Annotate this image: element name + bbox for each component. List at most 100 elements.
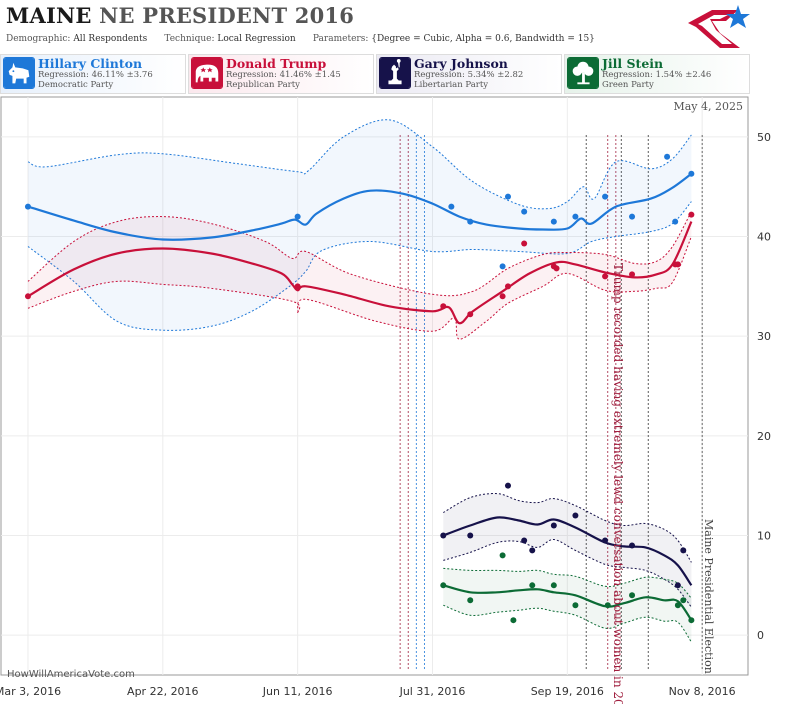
axes: 0 10 20 30 40 50 Mar 3, 2016 Apr 22, 2016 Jun 11… [0,131,771,698]
title-race: NE PRESIDENT 2016 [99,3,355,28]
tree-icon [567,57,599,89]
poll-point-hillary-clinton [24,203,31,210]
legend-name: Jill Stein [602,56,664,71]
poll-point-hillary-clinton [688,170,695,177]
upper-bound-donald-trump [27,211,692,297]
x-tick-label: Jul 31, 2016 [399,685,466,698]
poll-point-donald-trump [467,311,474,318]
legend-regression: Regression: 46.11% ±3.76 [38,70,153,80]
poll-point-hillary-clinton [550,218,557,225]
poll-points [24,153,695,624]
legend-party: Democratic Party [38,80,114,90]
poll-point-gary-johnson [572,512,579,519]
poll-point-jill-stein [604,602,611,609]
legend-regression: Regression: 41.46% ±1.45 [226,70,341,80]
event-lines [399,135,703,671]
y-tick-label: 10 [757,529,771,542]
poll-point-donald-trump [24,293,31,300]
poll-point-hillary-clinton [467,218,474,225]
elephant-icon [191,57,223,89]
legend-name: Hillary Clinton [38,56,143,71]
chart-title: MAINE NE PRESIDENT 2016 [6,3,354,28]
poll-point-jill-stein [467,597,474,604]
poll-point-donald-trump [499,293,506,300]
poll-point-jill-stein [680,597,687,604]
confidence-bands [27,119,692,643]
poll-point-gary-johnson [602,537,609,544]
parameters-line: Demographic: All Respondents Technique: … [6,34,595,44]
poll-point-hillary-clinton [672,218,679,225]
confidence-band-gary-johnson [443,493,692,608]
regression-lines [27,172,693,621]
parameters-label: Parameters: [312,34,369,44]
y-tick-label: 50 [757,131,771,144]
poll-point-gary-johnson [521,537,528,544]
poll-point-gary-johnson [504,482,511,489]
poll-point-hillary-clinton [294,213,301,220]
poll-point-donald-trump [553,265,560,272]
poll-point-gary-johnson [440,532,447,539]
legend-card-stein: Jill Stein Regression: 1.54% ±2.46 Green… [564,54,750,94]
poll-point-jill-stein [629,592,636,599]
poll-point-donald-trump [629,271,636,278]
poll-point-gary-johnson [550,522,557,529]
poll-point-hillary-clinton [521,208,528,215]
y-tick-label: 30 [757,330,771,343]
poll-point-hillary-clinton [602,193,609,200]
poll-point-jill-stein [529,582,536,589]
technique-label: Technique: [164,34,215,44]
plot-frame [0,96,749,676]
legend-name: Donald Trump [226,56,327,71]
poll-point-donald-trump [440,303,447,310]
watermark: HowWillAmericaVote.com [7,669,135,680]
annotations: Trump recorded having extremely lewd con… [611,100,743,704]
poll-point-hillary-clinton [448,203,455,210]
poll-point-donald-trump [688,211,695,218]
confidence-band-jill-stein [443,568,692,643]
poll-point-jill-stein [550,582,557,589]
poll-point-hillary-clinton [504,193,511,200]
legend-name: Gary Johnson [414,56,508,71]
poll-point-jill-stein [572,602,579,609]
y-tick-label: 0 [757,629,764,642]
confidence-band-donald-trump [28,211,692,340]
confidence-band-hillary-clinton [28,119,692,331]
x-tick-label: Mar 3, 2016 [0,685,61,698]
lower-bound-gary-johnson [443,539,692,608]
y-tick-label: 20 [757,430,771,443]
trend-line-gary-johnson [442,516,693,586]
legend-party: Republican Party [226,80,300,90]
trend-line-hillary-clinton [27,172,693,241]
poll-point-donald-trump [602,273,609,280]
poll-point-hillary-clinton [664,153,671,160]
x-tick-label: Nov 8, 2016 [669,685,736,698]
poll-point-hillary-clinton [499,263,506,270]
donkey-icon [3,57,35,89]
poll-point-gary-johnson [629,542,636,549]
poll-point-jill-stein [510,617,517,624]
legend-party: Libertarian Party [414,80,489,90]
x-tick-label: Jun 11, 2016 [262,685,333,698]
plot-border [0,96,749,676]
upper-bound-jill-stein [443,567,692,599]
legend-party: Green Party [602,80,654,90]
site-logo-icon [688,5,750,48]
poll-point-jill-stein [499,552,506,559]
legend-regression: Regression: 1.54% ±2.46 [602,70,712,80]
lower-bound-hillary-clinton [27,201,692,331]
poll-point-hillary-clinton [572,213,579,220]
poll-point-gary-johnson [680,547,687,554]
poll-point-jill-stein [674,602,681,609]
parameters-value: {Degree = Cubic, Alpha = 0.6, Bandwidth … [371,34,595,44]
poll-point-hillary-clinton [629,213,636,220]
trend-line-jill-stein [443,584,693,621]
technique-value: Local Regression [217,34,296,44]
poll-point-jill-stein [688,617,695,624]
demographic-value: All Respondents [73,34,148,44]
annotation-text: Trump recorded having extremely lewd con… [611,263,625,704]
title-state: MAINE [6,3,92,28]
y-tick-label: 40 [757,231,771,244]
poll-point-donald-trump [674,261,681,268]
legend-card-clinton: Hillary Clinton Regression: 46.11% ±3.76… [0,54,186,94]
annotation-text: Maine Presidential Election [702,519,715,674]
